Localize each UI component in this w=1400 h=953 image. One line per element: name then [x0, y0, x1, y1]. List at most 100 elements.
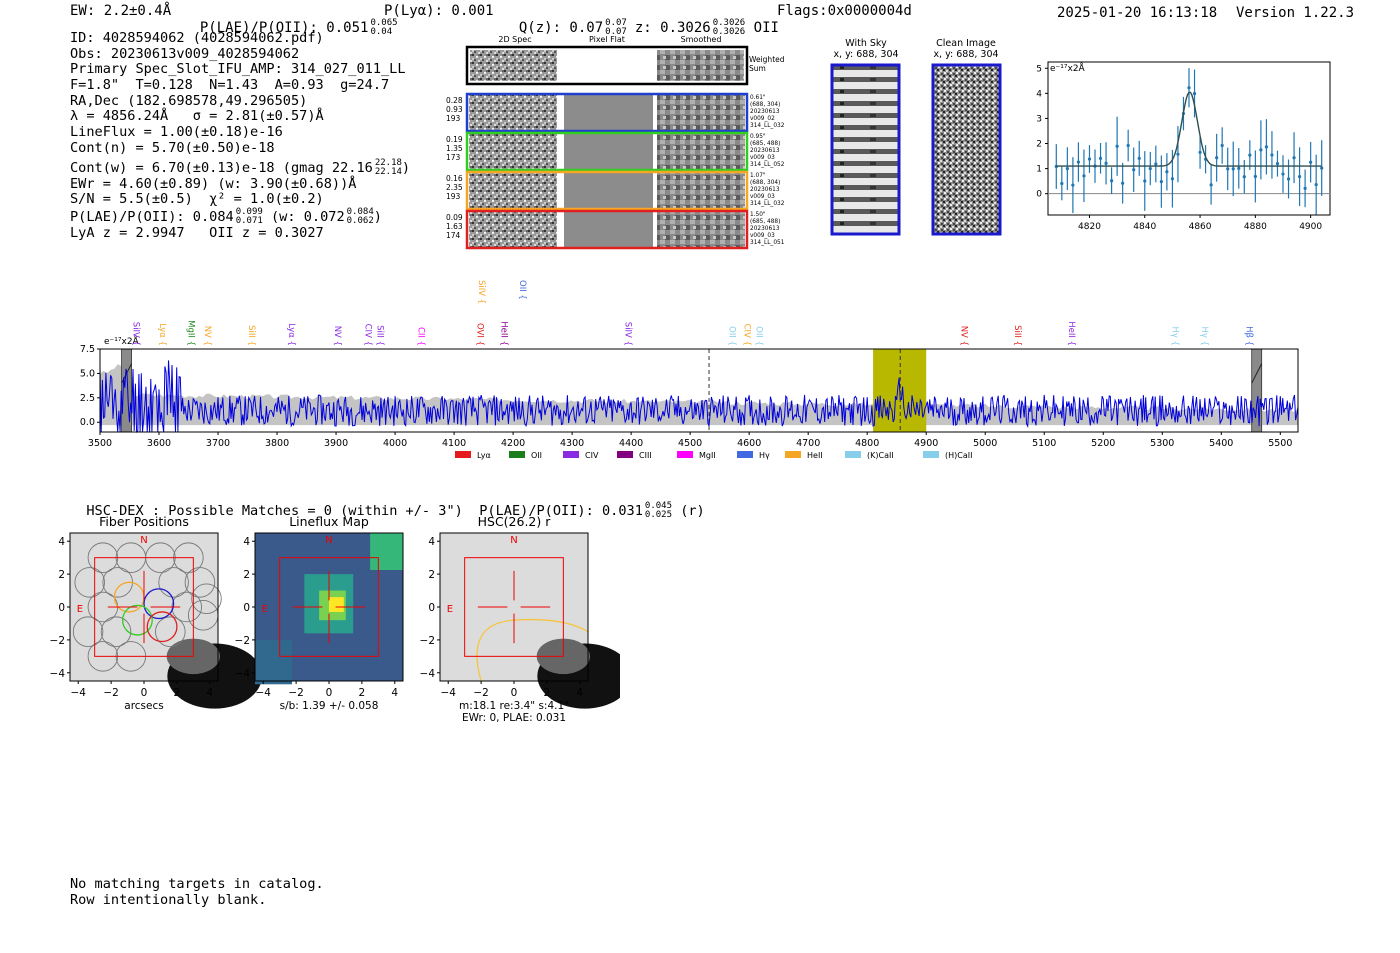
- spectrum-legend-label: (K)CaII: [867, 451, 894, 460]
- zoom-datapoint: [1170, 177, 1175, 181]
- header-z-label: z: 0.3026: [634, 20, 711, 36]
- cutout-pixelflat: [564, 211, 653, 248]
- spec2d-panel: 2D Spec Pixel Flat Smoothed Weighted Sum …: [446, 35, 785, 250]
- info-contw: Cont(w) = 6.70(±0.13)e-18 (gmag 22.16 22.…: [70, 157, 411, 177]
- zoom-datapoint: [1115, 144, 1119, 148]
- flux-peak: [329, 597, 344, 612]
- cutout-row-frame: [465, 209, 749, 250]
- spectrum-xtick-label: 4400: [619, 438, 643, 449]
- with-sky-title: With Sky x, y: 688, 304: [833, 38, 899, 60]
- header-z: z: 0.3026 0.3026 0.3026 OII: [618, 3, 779, 37]
- hsc-panel1-xlabel: arcsecs: [124, 700, 163, 712]
- hsc-xtick-label: 0: [511, 687, 518, 699]
- zoom-datapoint: [1242, 175, 1246, 179]
- hsc-ytick-label: −4: [235, 668, 251, 680]
- hsc-ytick-label: 2: [428, 569, 435, 581]
- spectrum-legend-swatch: [509, 451, 525, 458]
- spectrum-legend-label: HeII: [807, 451, 823, 460]
- zoom-datapoint: [1137, 156, 1141, 160]
- fiber-circle-highlight: [121, 604, 153, 636]
- spectrum-top-label: OII {: [517, 280, 527, 300]
- zoom-fit-curve: [1056, 91, 1322, 167]
- fiber-circle: [158, 567, 189, 598]
- hsc-ytick-label: 4: [243, 536, 250, 548]
- spectrum-legend-swatch: [617, 451, 633, 458]
- hsc-ytick-label: 0: [243, 602, 250, 614]
- hsc-ytick-label: 4: [428, 536, 435, 548]
- zoom-datapoint: [1281, 172, 1285, 176]
- hsc-panel: N E Lineflux Map 4 −4 2 −2 0 0 −2 2 −4 4: [235, 514, 404, 699]
- zoom-datapoint: [1297, 175, 1302, 179]
- spectrum-legend-label: MgII: [699, 451, 716, 460]
- zoom-datapoint: [1154, 162, 1158, 166]
- hsc-ytick-label: 0: [428, 602, 435, 614]
- zoom-datapoint: [1109, 179, 1114, 183]
- spectrum-xtick-label: 5400: [1209, 438, 1233, 449]
- zoom-datapoint: [1087, 157, 1092, 161]
- zoom-datapoint: [1215, 156, 1219, 160]
- header-qz-lo: 0.07: [605, 27, 627, 37]
- col-label-pixelflat: Pixel Flat: [589, 35, 625, 44]
- cutout-2dspec: [469, 172, 557, 209]
- spectrum-legend-label: CIV: [585, 451, 599, 460]
- zoom-datapoint: [1076, 160, 1081, 164]
- cutout-smoothed: [657, 172, 745, 209]
- zoom-line-plot: 0 1 2 3 4 5 4820 4840 4860 4880 4900 e⁻¹⁷x2Å: [1036, 61, 1331, 232]
- col-labels: 2D Spec Pixel Flat Smoothed: [498, 35, 721, 44]
- zoom-datapoint: [1314, 183, 1318, 187]
- hsc-panel: N E HSC(26.2) r 4 −4 2 −2 0 0 −2 2 −4 4: [420, 514, 620, 709]
- spectrum-line-label: SiII {: [246, 325, 256, 346]
- flux-blob: [370, 533, 403, 570]
- cutout-smoothed: [657, 133, 745, 170]
- spectrum-xtick-label: 4600: [737, 438, 761, 449]
- header-flags: Flags:0x0000004d: [777, 3, 912, 19]
- zoom-datapoint: [1143, 179, 1147, 183]
- col-label-2dspec: 2D Spec: [498, 35, 531, 44]
- spectrum-xtick-label: 3900: [324, 438, 348, 449]
- header-datetime: 2025-01-20 16:13:18: [1057, 5, 1218, 21]
- zoom-datapoint: [1098, 156, 1103, 160]
- north-label: N: [325, 535, 332, 546]
- zoom-datapoint: [1237, 166, 1241, 170]
- spectrum-legend-swatch: [455, 451, 471, 458]
- hsc-panel3-caption2: EWr: 0, PLAE: 0.031: [462, 712, 566, 724]
- fiber-circle: [72, 616, 104, 647]
- zoom-ytick-label: 0: [1036, 190, 1042, 200]
- spectrum-xtick-label: 4300: [560, 438, 584, 449]
- cutout-pixelflat: [564, 94, 653, 131]
- zoom-datapoint: [1303, 186, 1307, 190]
- cutout-row-right-label: 1.50" (685, 488) 20230613 v009_03 314_LL_051: [750, 212, 785, 246]
- spectrum-xtick-label: 4000: [383, 438, 407, 449]
- spectrum-line-label: MgII {: [186, 320, 196, 346]
- spectrum-xtick-label: 3800: [265, 438, 289, 449]
- zoom-datapoint: [1320, 166, 1324, 170]
- spectrum-line-label: Hγ {: [1169, 326, 1179, 346]
- info-sn: S/N = 5.5(±0.5) χ² = 1.0(±0.2): [70, 191, 324, 208]
- header-version: Version 1.22.3: [1236, 5, 1355, 21]
- header-plae: P(LAE)/P(OII): 0.051 0.065 0.04: [183, 3, 398, 37]
- header-z-hi: 0.3026: [712, 18, 746, 28]
- spectrum-xtick-label: 5000: [973, 438, 997, 449]
- hsc-panel-title: Lineflux Map: [289, 514, 369, 529]
- info-obs: Obs: 20230613v009_4028594062: [70, 45, 300, 62]
- cutout-row-left-label: 0.19 1.35 173: [446, 135, 463, 162]
- spectrum-legend-label: CIII: [639, 451, 652, 460]
- spectrum-xtick-label: 5300: [1150, 438, 1174, 449]
- spectrum-line-label: SiII {: [1012, 325, 1022, 346]
- spectrum-xtick-label: 3500: [88, 438, 112, 449]
- info-primary: Primary Spec_Slot_IFU_AMP: 314_027_011_L…: [70, 61, 406, 78]
- info-lambda: λ = 4856.24Å σ = 2.81(±0.57)Å: [70, 108, 324, 125]
- fiber-circle-highlight: [143, 588, 175, 620]
- cutout-row-left-label: 0.16 2.35 193: [446, 174, 463, 201]
- spectrum-xtick-label: 4200: [501, 438, 525, 449]
- spectrum-xtick-label: 4500: [678, 438, 702, 449]
- spectrum-legend-label: Hγ: [759, 451, 770, 460]
- spectrum-line: [99, 360, 1299, 434]
- zoom-datapoint: [1248, 153, 1252, 157]
- hsc-xtick-label: 4: [576, 687, 583, 699]
- cutout-pixelflat: [564, 133, 653, 170]
- spectrum-line-label: NV {: [202, 326, 212, 346]
- header-plae-label: P(LAE)/P(OII): 0.051: [199, 20, 369, 36]
- hsc-ytick-label: 4: [58, 536, 65, 548]
- info-params: F=1.8" T=0.128 N=1.43 A=0.93 g=24.7: [70, 77, 390, 94]
